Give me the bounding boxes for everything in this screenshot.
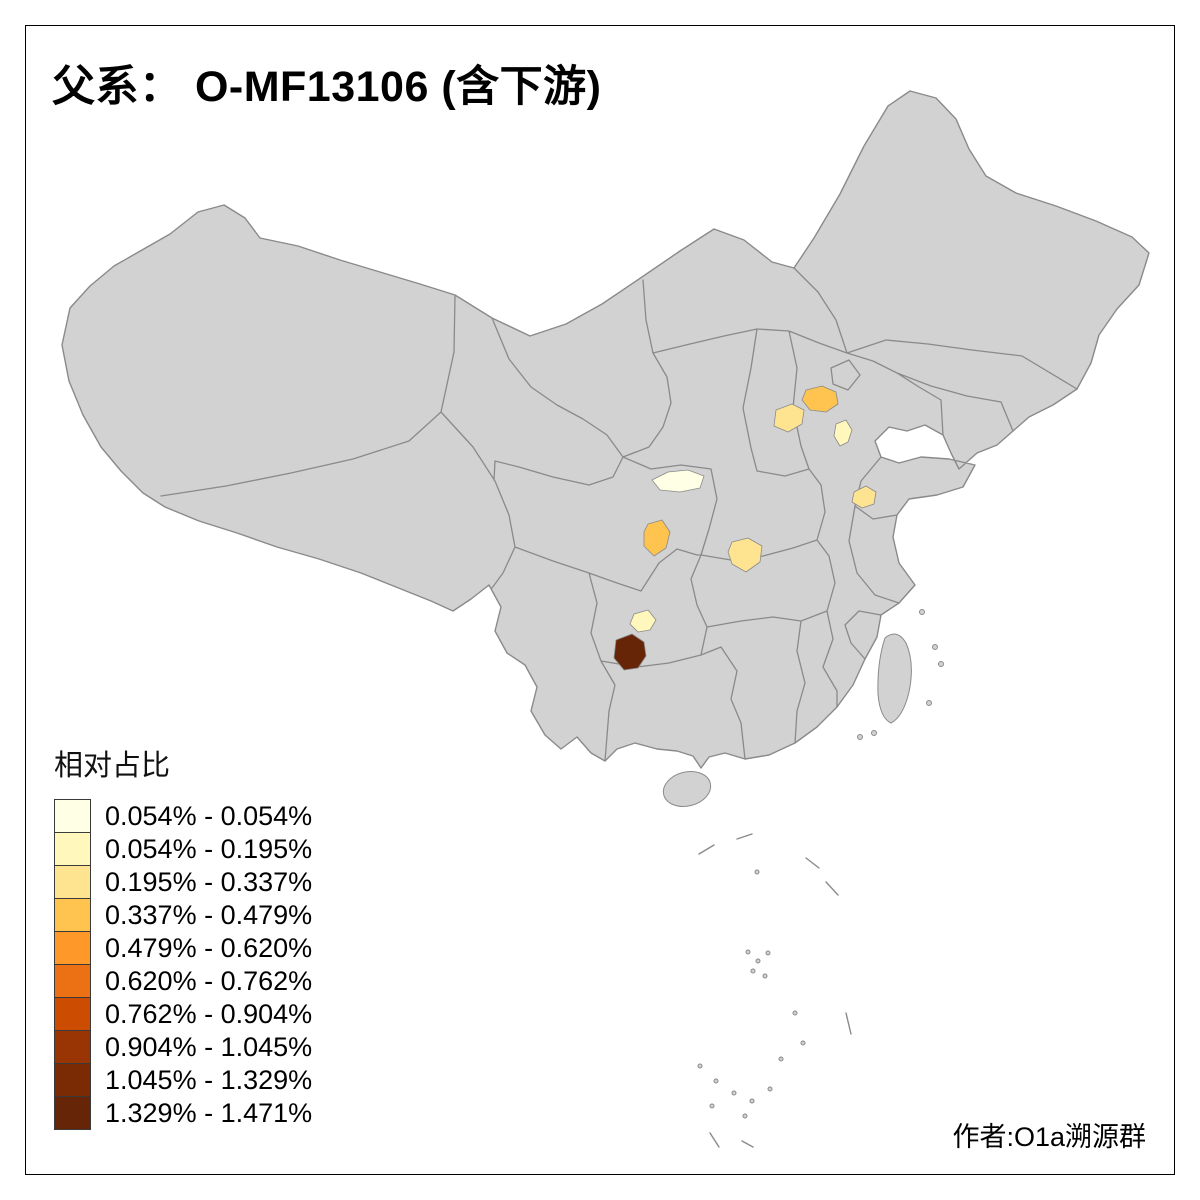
mainland-china-shape xyxy=(61,90,1150,769)
legend-color-swatch xyxy=(54,964,91,998)
highlighted-region xyxy=(613,633,647,671)
legend-item: 0.904% - 1.045% xyxy=(54,1030,312,1064)
legend-range-label: 0.195% - 0.337% xyxy=(105,866,313,897)
legend-items: 0.054% - 0.054% 0.054% - 0.195% 0.195% - 0… xyxy=(54,799,312,1130)
legend-color-swatch xyxy=(54,1096,91,1130)
legend-color-swatch xyxy=(54,799,91,833)
highlighted-region xyxy=(643,519,671,557)
taiwan-island xyxy=(877,633,912,724)
legend-range-label: 0.620% - 0.762% xyxy=(105,965,313,996)
highlighted-region xyxy=(651,469,705,493)
legend-color-swatch xyxy=(54,898,91,932)
legend: 相对占比 0.054% - 0.054% 0.054% - 0.195% 0.195… xyxy=(54,742,312,1130)
highlighted-regions xyxy=(613,385,877,671)
legend-item: 0.620% - 0.762% xyxy=(54,964,312,998)
legend-item: 0.762% - 0.904% xyxy=(54,997,312,1031)
legend-range-label: 0.337% - 0.479% xyxy=(105,899,313,930)
legend-range-label: 0.054% - 0.195% xyxy=(105,833,313,864)
legend-item: 0.054% - 0.195% xyxy=(54,832,312,866)
legend-item: 0.054% - 0.054% xyxy=(54,799,312,833)
legend-color-swatch xyxy=(54,832,91,866)
legend-item: 1.045% - 1.329% xyxy=(54,1063,312,1097)
legend-color-swatch xyxy=(54,1063,91,1097)
province-borders xyxy=(160,267,1078,762)
legend-item: 1.329% - 1.471% xyxy=(54,1096,312,1130)
legend-range-label: 0.054% - 0.054% xyxy=(105,800,313,831)
legend-item: 0.337% - 0.479% xyxy=(54,898,312,932)
hainan-island xyxy=(662,771,712,807)
legend-item: 0.195% - 0.337% xyxy=(54,865,312,899)
legend-color-swatch xyxy=(54,1030,91,1064)
legend-item: 0.479% - 0.620% xyxy=(54,931,312,965)
highlighted-region xyxy=(801,385,839,413)
author-credit: 作者:O1a溯源群 xyxy=(952,1122,1146,1152)
highlighted-region xyxy=(851,485,877,509)
map-title: 父系： O-MF13106 (含下游) xyxy=(52,63,602,111)
highlighted-region xyxy=(773,403,805,433)
highlighted-region xyxy=(833,419,853,447)
legend-color-swatch xyxy=(54,865,91,899)
legend-color-swatch xyxy=(54,931,91,965)
legend-range-label: 0.479% - 0.620% xyxy=(105,932,313,963)
legend-range-label: 1.045% - 1.329% xyxy=(105,1064,313,1095)
legend-color-swatch xyxy=(54,997,91,1031)
south-china-sea-islands xyxy=(697,833,852,1148)
legend-range-label: 1.329% - 1.471% xyxy=(105,1097,313,1128)
highlighted-region xyxy=(629,609,657,633)
legend-range-label: 0.904% - 1.045% xyxy=(105,1031,313,1062)
coastal-islets xyxy=(857,609,944,740)
highlighted-region xyxy=(727,537,763,573)
legend-title: 相对占比 xyxy=(54,750,171,782)
legend-range-label: 0.762% - 0.904% xyxy=(105,998,313,1029)
